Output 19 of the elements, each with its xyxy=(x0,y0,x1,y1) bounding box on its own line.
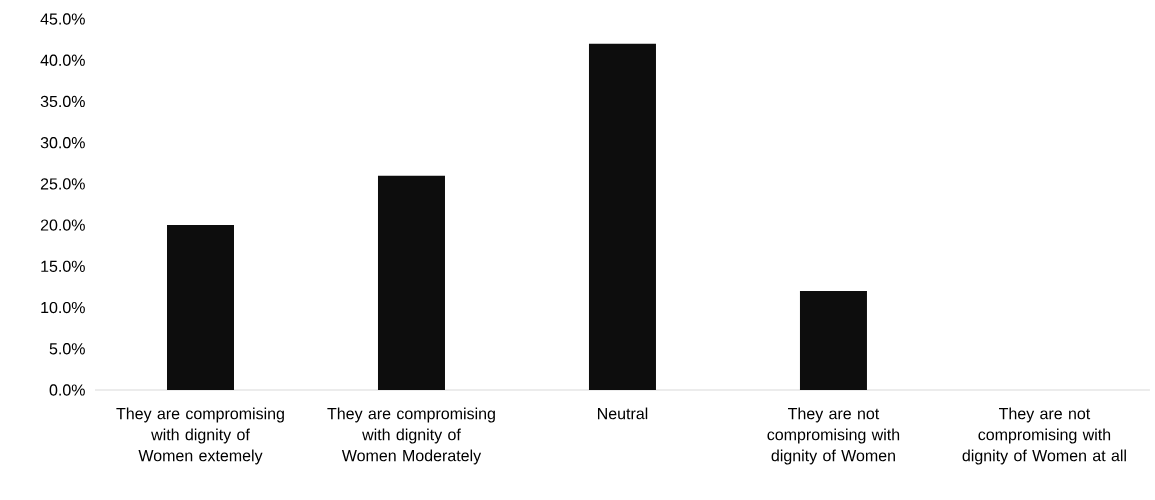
y-tick-label: 10.0% xyxy=(41,301,85,314)
y-tick-label: 40.0% xyxy=(40,54,85,66)
bar xyxy=(588,43,656,390)
bar xyxy=(167,225,234,390)
bar xyxy=(799,291,867,390)
y-tick-label: 20.0% xyxy=(40,219,85,231)
y-tick-label: 30.0% xyxy=(40,137,85,149)
x-tick-label: They are compromising with dignity of Women Moderately xyxy=(327,407,495,465)
bar xyxy=(377,175,445,390)
y-tick-label: 15.0% xyxy=(41,260,85,272)
y-tick-label: 45.0% xyxy=(40,13,85,25)
x-tick-label: They are not compromising with dignity of Women xyxy=(767,407,900,465)
y-tick-label: 5.0% xyxy=(49,343,85,355)
x-tick-label: Neutral xyxy=(597,407,648,420)
x-tick-label: They are compromising with dignity of Women extemely xyxy=(116,407,284,465)
x-tick-label: They are not compromising with dignity of Women at all xyxy=(962,407,1126,465)
y-tick-label: 0.0% xyxy=(49,384,85,396)
y-tick-label: 35.0% xyxy=(40,95,85,108)
y-tick-label: 25.0% xyxy=(40,178,85,190)
